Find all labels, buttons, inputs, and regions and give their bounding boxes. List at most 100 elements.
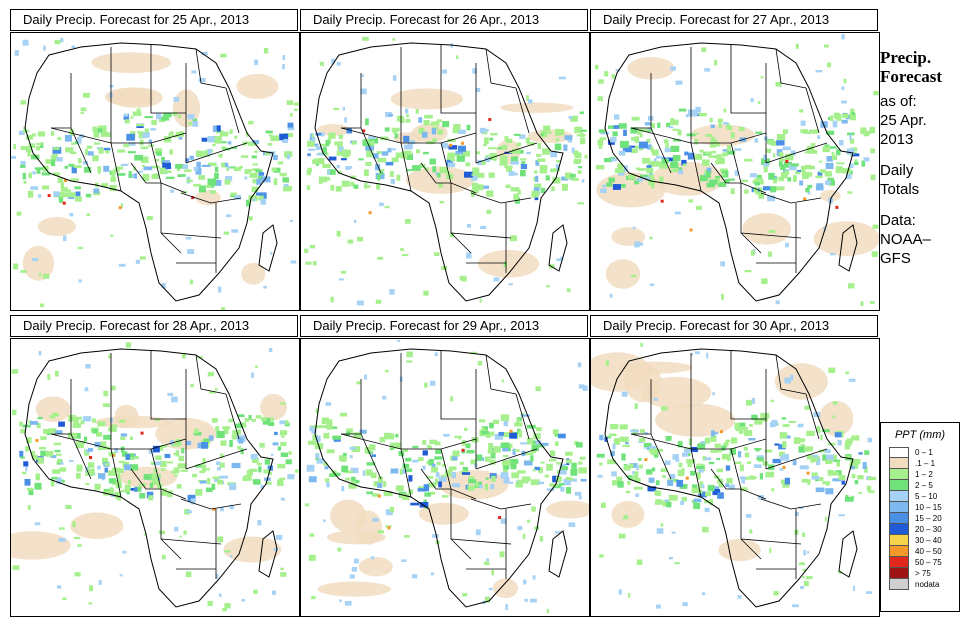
precip-cell — [477, 172, 485, 178]
precip-cell — [442, 463, 446, 467]
precip-cell — [613, 438, 620, 445]
precip-cell — [60, 182, 65, 189]
precip-cell — [705, 491, 711, 497]
precip-cell — [251, 155, 257, 159]
precip-cell — [93, 188, 100, 194]
dry-area — [223, 536, 282, 563]
precip-cell — [682, 602, 688, 607]
precip-cell — [769, 547, 772, 554]
precip-cell — [694, 138, 699, 145]
precip-cell — [60, 187, 68, 192]
precip-cell — [616, 168, 626, 173]
precip-cell — [137, 170, 143, 173]
dry-area — [655, 403, 736, 437]
precip-cell — [459, 461, 464, 465]
dry-area — [259, 393, 287, 421]
country-border — [440, 351, 476, 420]
precip-cell — [175, 163, 184, 169]
precip-cell — [757, 174, 762, 179]
precip-cell — [227, 141, 232, 145]
precip-cell — [377, 157, 387, 163]
precip-cell — [603, 158, 613, 163]
precip-cell — [490, 484, 495, 490]
country-border — [690, 448, 702, 498]
precip-cell — [120, 163, 129, 166]
precip-cell — [337, 547, 342, 552]
country-border — [630, 433, 767, 450]
precip-cell — [608, 177, 615, 183]
precip-cell — [845, 495, 849, 501]
precip-cell — [650, 450, 658, 455]
precip-cell — [229, 129, 233, 135]
precip-cell — [754, 138, 759, 143]
precip-cell — [254, 150, 259, 153]
precip-cell — [373, 481, 379, 487]
precip-cell — [777, 186, 782, 191]
precip-cell — [631, 148, 638, 154]
precip-cell — [134, 487, 138, 492]
country-border — [805, 87, 820, 134]
precip-cell — [57, 136, 62, 141]
forecast-panel-2: Daily Precip. Forecast for 26 Apr., 2013 — [300, 9, 590, 311]
precip-cell — [287, 474, 295, 480]
legend-label: 40 – 50 — [915, 547, 942, 556]
precip-cell — [771, 419, 777, 425]
precip-cell — [539, 165, 548, 169]
precip-cell — [256, 462, 262, 466]
precip-cell — [50, 480, 55, 487]
precip-cell — [280, 572, 287, 577]
precip-cell — [782, 129, 789, 134]
precip-cell — [754, 476, 758, 479]
precip-cell — [758, 181, 764, 185]
precip-cell — [821, 429, 830, 433]
precip-cell — [721, 293, 724, 300]
precip-cell — [133, 173, 138, 179]
precip-cell — [617, 171, 625, 176]
precip-cell — [656, 528, 664, 534]
precip-cell — [526, 95, 529, 101]
precip-cell — [223, 428, 229, 435]
country-border — [450, 183, 472, 254]
precip-cell — [734, 170, 739, 176]
precip-cell — [664, 147, 671, 153]
precip-cell — [687, 152, 695, 160]
precip-cell — [124, 119, 130, 124]
dry-area — [500, 102, 574, 113]
precip-cell — [489, 422, 494, 429]
precip-cell — [499, 551, 505, 558]
precip-cell — [831, 155, 838, 161]
precip-cell — [472, 183, 479, 190]
precip-cell — [365, 146, 374, 151]
precip-cell — [74, 196, 82, 202]
precip-cell — [77, 544, 82, 547]
precip-cell — [77, 246, 83, 250]
precip-cell — [510, 463, 517, 470]
precip-cell — [681, 159, 687, 166]
precip-cell — [819, 169, 827, 174]
precip-cell — [72, 423, 82, 428]
precip-cell — [597, 474, 603, 478]
precip-cell — [443, 433, 450, 437]
precip-cell — [312, 159, 316, 164]
precip-cell — [405, 457, 412, 462]
precip-cell — [498, 431, 504, 436]
precip-cell — [822, 146, 830, 153]
precip-cell — [674, 211, 681, 215]
precip-cell — [263, 469, 270, 474]
precip-cell — [702, 526, 709, 533]
precip-cell — [350, 467, 359, 474]
country-border — [180, 192, 242, 204]
precip-cell — [846, 438, 853, 444]
dry-area — [11, 531, 71, 560]
precip-cell — [224, 603, 231, 609]
precip-cell — [691, 487, 701, 494]
precip-cell — [80, 111, 84, 114]
precip-cell — [492, 419, 500, 425]
precip-cell — [524, 598, 529, 602]
precip-cell — [579, 137, 586, 145]
precip-cell — [71, 166, 77, 174]
precip-cell — [639, 464, 643, 469]
precip-cell — [203, 150, 211, 157]
precip-cell — [412, 445, 419, 449]
precip-cell — [484, 561, 490, 566]
